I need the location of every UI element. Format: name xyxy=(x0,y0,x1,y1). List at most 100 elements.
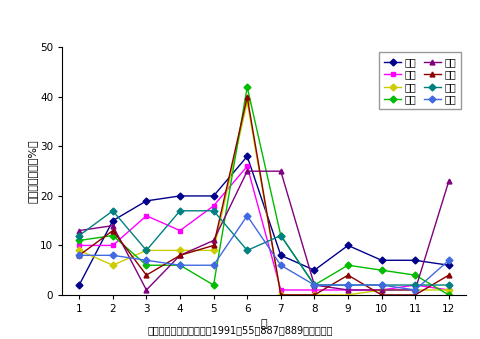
札幌 xyxy=(76,283,82,287)
長野 xyxy=(379,268,384,272)
長野 xyxy=(211,283,216,287)
福島 xyxy=(345,288,351,292)
福井 xyxy=(144,288,149,292)
高知 xyxy=(278,234,284,238)
札幌 xyxy=(446,263,452,267)
福島 xyxy=(144,214,149,218)
松山 xyxy=(211,243,216,247)
高知 xyxy=(345,283,351,287)
Line: 松山: 松山 xyxy=(77,95,451,297)
Line: 那覇: 那覇 xyxy=(77,213,451,293)
札幌 xyxy=(177,194,183,198)
松山 xyxy=(278,293,284,297)
Text: 図: 図 xyxy=(10,9,18,23)
福井 xyxy=(110,224,116,228)
福井 xyxy=(244,169,250,173)
Line: 福井: 福井 xyxy=(77,169,451,293)
福井 xyxy=(177,253,183,257)
福島 xyxy=(110,243,116,247)
東京 xyxy=(379,288,384,292)
Line: 高知: 高知 xyxy=(77,208,451,287)
福島 xyxy=(211,204,216,208)
那覇 xyxy=(110,253,116,257)
松山 xyxy=(446,273,452,277)
東京 xyxy=(177,248,183,253)
那覇 xyxy=(446,258,452,262)
高知 xyxy=(412,283,418,287)
福井 xyxy=(278,169,284,173)
東京 xyxy=(278,293,284,297)
札幌 xyxy=(211,194,216,198)
福島 xyxy=(312,288,317,292)
X-axis label: 月: 月 xyxy=(261,320,267,330)
那覇 xyxy=(412,288,418,292)
那覇 xyxy=(177,263,183,267)
長野 xyxy=(177,263,183,267)
松山 xyxy=(177,253,183,257)
札幌 xyxy=(278,253,284,257)
那覇 xyxy=(278,263,284,267)
長野 xyxy=(412,273,418,277)
那覇 xyxy=(379,283,384,287)
Line: 長野: 長野 xyxy=(77,85,451,297)
那覇 xyxy=(312,283,317,287)
松山 xyxy=(379,293,384,297)
高知 xyxy=(446,283,452,287)
福島 xyxy=(244,164,250,168)
高知 xyxy=(211,209,216,213)
福井 xyxy=(76,228,82,233)
松山 xyxy=(345,273,351,277)
福島 xyxy=(379,288,384,292)
東京 xyxy=(76,248,82,253)
東京 xyxy=(345,293,351,297)
札幌 xyxy=(312,268,317,272)
Legend: 札幌, 福島, 東京, 長野, 福井, 松山, 高知, 那覇: 札幌, 福島, 東京, 長野, 福井, 松山, 高知, 那覇 xyxy=(379,52,461,109)
札幌 xyxy=(379,258,384,262)
高知 xyxy=(177,209,183,213)
高知 xyxy=(144,248,149,253)
高知 xyxy=(312,283,317,287)
高知 xyxy=(110,209,116,213)
長野 xyxy=(244,85,250,89)
高知 xyxy=(76,234,82,238)
福島 xyxy=(278,288,284,292)
長野 xyxy=(110,234,116,238)
Y-axis label: 悪化の訴え率（%）: 悪化の訴え率（%） xyxy=(27,139,37,203)
那覇 xyxy=(345,283,351,287)
東京 xyxy=(144,248,149,253)
松山 xyxy=(76,253,82,257)
松山 xyxy=(110,228,116,233)
松山 xyxy=(144,273,149,277)
松山 xyxy=(244,95,250,99)
福井 xyxy=(312,283,317,287)
Line: 東京: 東京 xyxy=(77,99,451,297)
札幌 xyxy=(144,199,149,203)
札幌 xyxy=(412,258,418,262)
札幌 xyxy=(110,219,116,223)
那覇 xyxy=(244,214,250,218)
Line: 札幌: 札幌 xyxy=(77,154,451,287)
Text: 「公衆衛生」（滝沢ら，1991，55：887～889）より作図: 「公衆衛生」（滝沢ら，1991，55：887～889）より作図 xyxy=(147,326,333,336)
那覇 xyxy=(144,258,149,262)
高知 xyxy=(244,248,250,253)
福島 xyxy=(76,243,82,247)
長野 xyxy=(312,283,317,287)
松山 xyxy=(412,293,418,297)
東京 xyxy=(211,248,216,253)
東京 xyxy=(110,263,116,267)
長野 xyxy=(76,238,82,242)
福島 xyxy=(177,228,183,233)
札幌 xyxy=(345,243,351,247)
高知 xyxy=(379,283,384,287)
松山 xyxy=(312,293,317,297)
長野 xyxy=(345,263,351,267)
福島 xyxy=(446,288,452,292)
東京 xyxy=(244,100,250,104)
Line: 福島: 福島 xyxy=(77,164,451,293)
福井 xyxy=(379,288,384,292)
福井 xyxy=(345,288,351,292)
東京 xyxy=(312,293,317,297)
長野 xyxy=(278,234,284,238)
東京 xyxy=(446,288,452,292)
Text: 各都市における慢性関節リウマチの月別にみた症状悪化の訴え率: 各都市における慢性関節リウマチの月別にみた症状悪化の訴え率 xyxy=(48,9,280,23)
